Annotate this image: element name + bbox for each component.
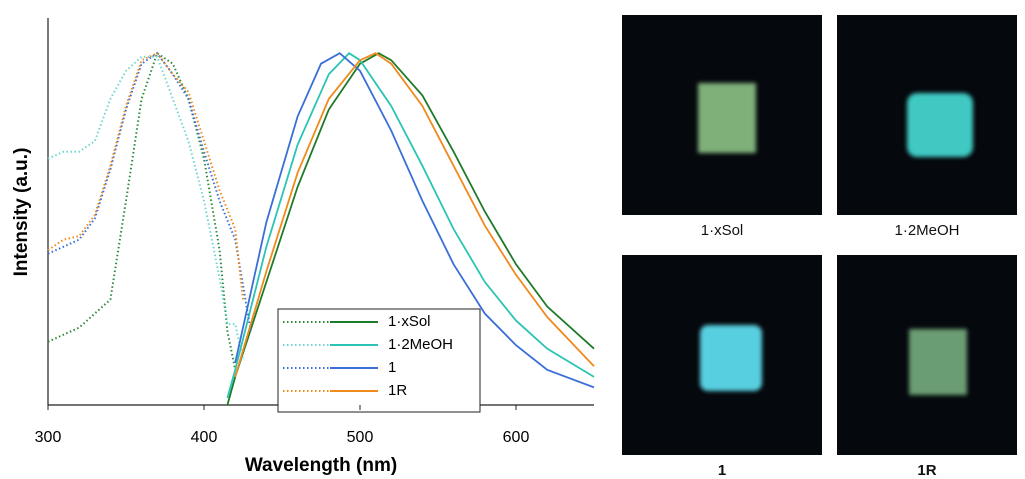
photo-label: 1	[717, 462, 727, 479]
sample-glow	[698, 83, 756, 153]
excitation-line	[47, 51, 244, 300]
x-tick-label: 300	[35, 429, 62, 446]
photo	[622, 255, 822, 455]
excitation-line	[47, 51, 252, 332]
x-tick-label: 400	[191, 429, 218, 446]
excitation-line	[47, 51, 237, 370]
legend-box	[277, 308, 481, 413]
legend-label: 1	[388, 359, 396, 376]
x-tick-label: 500	[347, 429, 374, 446]
photo	[837, 15, 1017, 215]
excitation-line	[47, 55, 244, 360]
sample-glow	[700, 325, 762, 391]
emission-line	[226, 52, 595, 406]
photo-label: 1·xSol	[700, 222, 744, 239]
photo	[622, 15, 822, 215]
photo-label: 1·2MeOH	[894, 222, 960, 239]
x-axis-label: Wavelength (nm)	[245, 455, 397, 476]
photo-label: 1R	[917, 462, 937, 479]
chart: Intensity (a.u.) Wavelength (nm) 300 400 5…	[11, 18, 595, 476]
emission-line	[226, 52, 595, 399]
legend-label: 1·xSol	[388, 313, 431, 330]
legend-label: 1·2MeOH	[388, 336, 453, 353]
emission-line	[234, 52, 595, 378]
sample-glow	[907, 93, 973, 157]
x-tick-label: 600	[503, 429, 530, 446]
photo	[837, 255, 1017, 455]
sample-glow	[909, 329, 967, 395]
emission-line	[234, 52, 595, 389]
y-axis-label: Intensity (a.u.)	[11, 148, 32, 277]
legend-label: 1R	[388, 382, 407, 399]
